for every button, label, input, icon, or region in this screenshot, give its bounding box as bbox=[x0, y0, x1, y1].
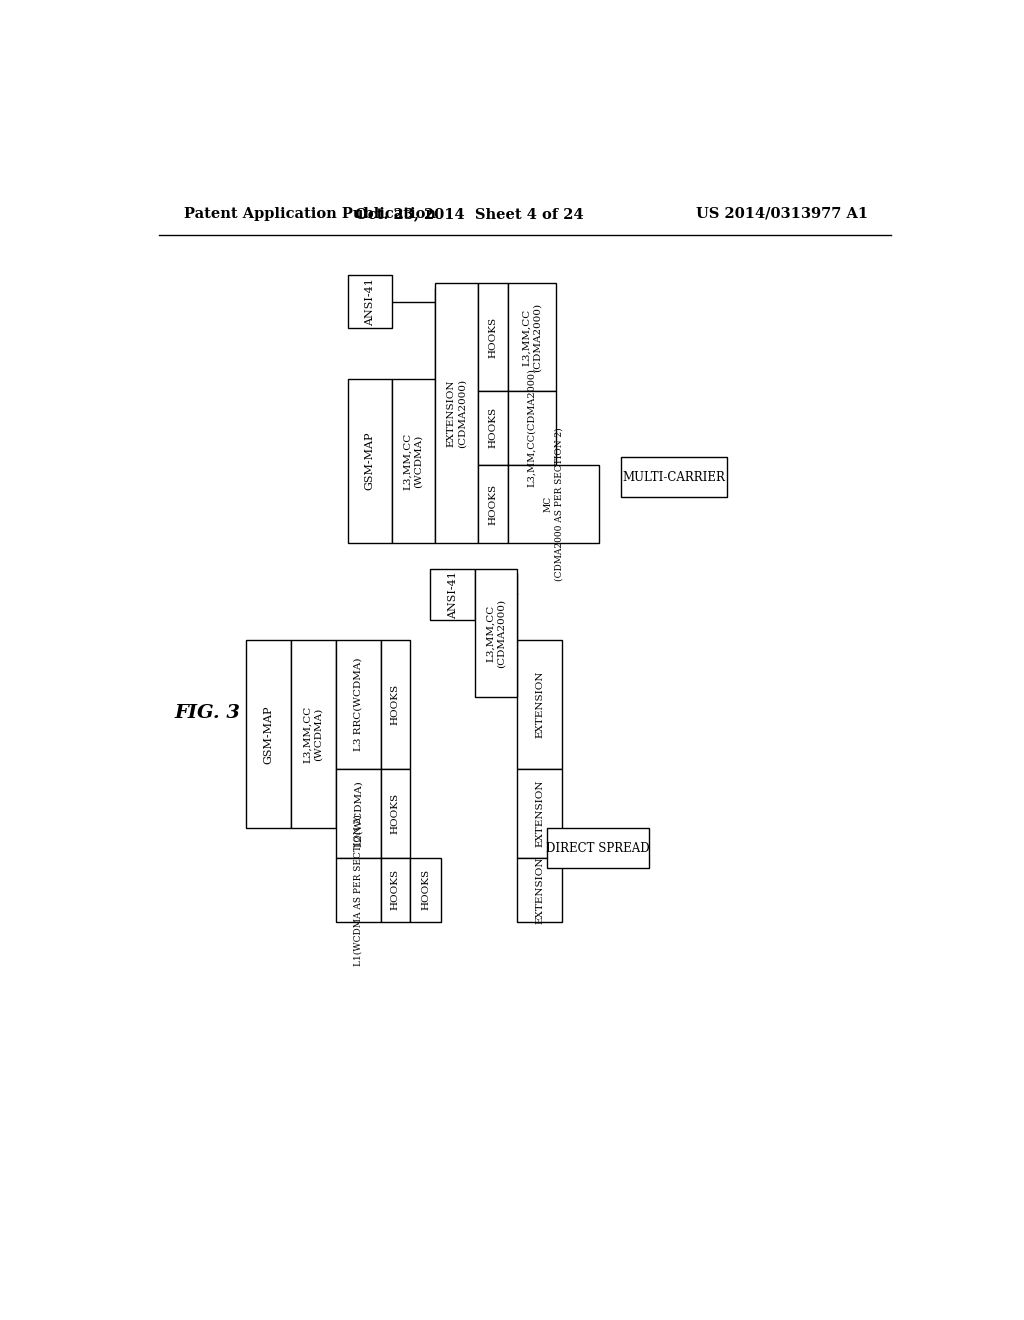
Bar bbox=[336, 770, 381, 858]
Text: L3,MM,CC
(CDMA2000): L3,MM,CC (CDMA2000) bbox=[486, 598, 506, 668]
Text: MC
(CDMA2000 AS PER SECTION 2): MC (CDMA2000 AS PER SECTION 2) bbox=[544, 428, 563, 581]
Bar bbox=[508, 391, 556, 465]
Bar bbox=[430, 569, 475, 620]
Bar bbox=[381, 640, 410, 770]
Text: EXTENSION: EXTENSION bbox=[535, 671, 544, 738]
Text: L1(WCDMA AS PER SECTION 2): L1(WCDMA AS PER SECTION 2) bbox=[353, 814, 362, 966]
Text: HOOKS: HOOKS bbox=[488, 317, 498, 358]
Text: US 2014/0313977 A1: US 2014/0313977 A1 bbox=[696, 207, 868, 220]
Text: HOOKS: HOOKS bbox=[488, 483, 498, 524]
Bar bbox=[291, 640, 336, 829]
Text: HOOKS: HOOKS bbox=[391, 793, 400, 834]
Bar bbox=[508, 465, 599, 544]
Bar bbox=[410, 858, 441, 923]
Text: L3 RRC(WCDMA): L3 RRC(WCDMA) bbox=[353, 657, 362, 751]
Bar bbox=[348, 379, 391, 544]
Bar bbox=[381, 770, 410, 858]
Bar bbox=[621, 457, 727, 498]
Text: ANSI-41: ANSI-41 bbox=[447, 570, 458, 619]
Text: MULTI-CARRIER: MULTI-CARRIER bbox=[623, 471, 725, 483]
Text: EXTENSION: EXTENSION bbox=[535, 780, 544, 847]
Text: HOOKS: HOOKS bbox=[391, 870, 400, 911]
Bar bbox=[508, 284, 556, 391]
Bar bbox=[517, 770, 562, 858]
Text: HOOKS: HOOKS bbox=[391, 684, 400, 725]
Bar bbox=[391, 379, 435, 544]
Bar bbox=[478, 465, 508, 544]
Bar bbox=[547, 829, 649, 869]
Bar bbox=[517, 858, 562, 923]
Text: ANSI-41: ANSI-41 bbox=[365, 277, 375, 326]
Text: Oct. 23, 2014  Sheet 4 of 24: Oct. 23, 2014 Sheet 4 of 24 bbox=[354, 207, 584, 220]
Bar bbox=[246, 640, 291, 829]
Bar bbox=[348, 276, 391, 327]
Bar bbox=[478, 284, 508, 391]
Bar bbox=[475, 569, 517, 697]
Text: L3,MM,CC(CDMA2000): L3,MM,CC(CDMA2000) bbox=[527, 368, 537, 487]
Text: GSM-MAP: GSM-MAP bbox=[365, 432, 375, 490]
Text: GSM-MAP: GSM-MAP bbox=[263, 705, 273, 763]
Text: HOOKS: HOOKS bbox=[488, 408, 498, 449]
Text: HOOKS: HOOKS bbox=[421, 870, 430, 911]
Text: EXTENSION
(CDMA2000): EXTENSION (CDMA2000) bbox=[446, 379, 466, 447]
Bar bbox=[435, 284, 478, 544]
Text: EXTENSION: EXTENSION bbox=[535, 857, 544, 924]
Bar bbox=[517, 640, 562, 770]
Text: FIG. 3: FIG. 3 bbox=[174, 704, 241, 722]
Text: L3,MM,CC
(WCDMA): L3,MM,CC (WCDMA) bbox=[403, 433, 423, 490]
Bar bbox=[336, 858, 381, 923]
Text: L3,MM,CC
(WCDMA): L3,MM,CC (WCDMA) bbox=[303, 706, 323, 763]
Text: Patent Application Publication: Patent Application Publication bbox=[183, 207, 436, 220]
Text: L2(WCDMA): L2(WCDMA) bbox=[353, 780, 362, 846]
Bar bbox=[381, 858, 410, 923]
Text: DIRECT SPREAD: DIRECT SPREAD bbox=[546, 842, 649, 855]
Bar bbox=[336, 640, 381, 770]
Bar bbox=[478, 391, 508, 465]
Text: L3,MM,CC
(CDMA2000): L3,MM,CC (CDMA2000) bbox=[522, 302, 542, 372]
